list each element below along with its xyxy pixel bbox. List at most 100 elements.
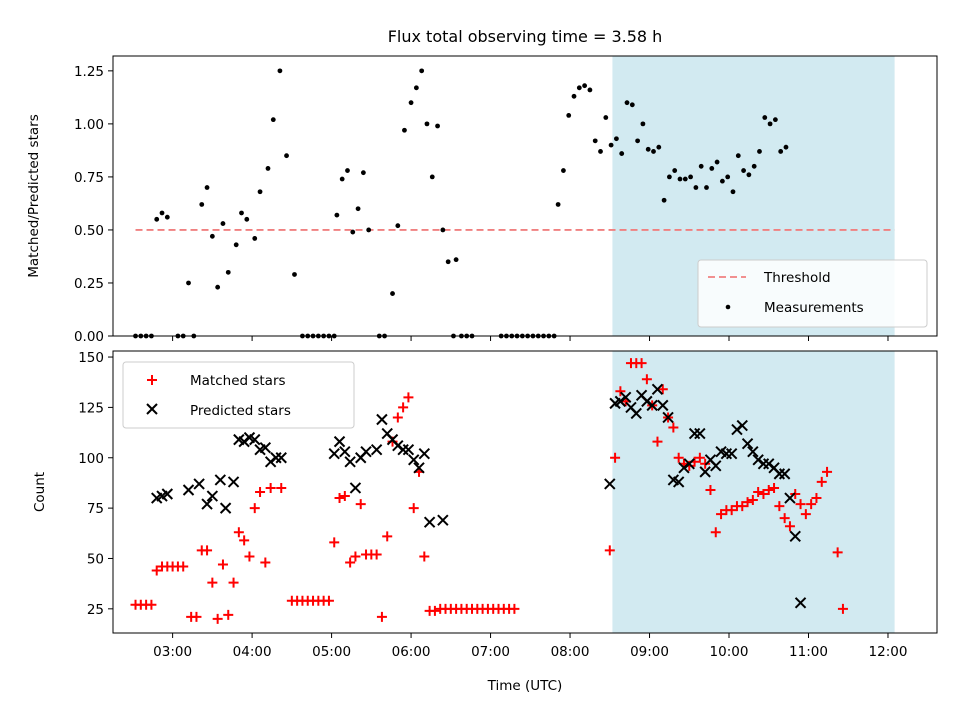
xtick-label: 10:00 — [710, 644, 749, 660]
matched-star-point — [239, 535, 250, 546]
legend-predicted-swatch — [146, 403, 158, 415]
measurement-point — [561, 168, 566, 173]
matched-star-point — [636, 358, 647, 369]
matched-star-point — [673, 452, 684, 463]
predicted-star-point — [413, 462, 425, 474]
matched-star-point — [610, 452, 621, 463]
matched-star-point — [657, 384, 668, 395]
measurement-point — [204, 185, 210, 190]
bottom-ytick-label: 100 — [78, 451, 104, 467]
predicted-star-point — [227, 476, 240, 488]
top-x-ticks — [172, 336, 889, 341]
measurement-point — [402, 127, 407, 133]
matched-star-point — [371, 549, 382, 560]
predicted-star-point — [193, 478, 205, 490]
matched-star-point — [615, 386, 626, 397]
matched-star-point — [753, 487, 764, 497]
predicted-star-point — [657, 399, 669, 412]
top-y-ticks: 0.00 0.25 0.50 0.75 1.00 1.25 — [74, 64, 113, 345]
predicted-star-point — [360, 446, 372, 458]
predicted-star-point — [423, 516, 436, 528]
matched-star-point — [392, 412, 403, 423]
predicted-star-point — [402, 443, 415, 456]
matched-star-point — [178, 561, 189, 572]
xtick-label: 04:00 — [233, 644, 272, 660]
matched-star-point — [822, 466, 833, 477]
matched-star-point — [774, 501, 785, 512]
xtick-label: 09:00 — [630, 644, 669, 660]
matched-star-point — [710, 527, 721, 538]
measurement-points — [133, 68, 789, 339]
measurement-point — [252, 236, 258, 241]
measurement-point — [783, 144, 789, 150]
measurement-point — [225, 269, 231, 275]
matched-star-point — [837, 603, 848, 614]
measurement-point — [390, 291, 395, 296]
measurement-point — [413, 85, 419, 91]
matched-star-point — [747, 495, 758, 506]
measurement-point — [635, 138, 641, 144]
measurement-point — [661, 197, 667, 203]
measurement-point — [746, 172, 752, 178]
matched-star-point — [350, 551, 361, 562]
measurement-point — [277, 68, 283, 74]
predicted-star-point — [344, 456, 356, 468]
matched-stars-points — [130, 358, 848, 624]
predicted-star-point — [206, 490, 219, 502]
measurement-point — [555, 202, 561, 207]
measurement-point — [265, 166, 271, 171]
xtick-label: 08:00 — [551, 644, 590, 660]
predicted-star-point — [694, 427, 706, 440]
measurement-point — [751, 163, 757, 169]
predicted-star-point — [408, 454, 420, 466]
matched-star-point — [146, 599, 157, 610]
measurement-point — [698, 163, 704, 169]
predicted-star-point — [646, 399, 658, 412]
matched-star-point — [191, 611, 202, 622]
measurement-point — [645, 146, 651, 152]
matched-star-point — [779, 513, 790, 524]
x-axis-label: Time (UTC) — [487, 678, 563, 694]
predicted-star-point — [370, 443, 383, 456]
matched-star-point — [345, 557, 356, 568]
matched-star-point — [604, 545, 615, 556]
matched-star-point — [233, 527, 244, 538]
measurement-point — [709, 166, 715, 171]
measurement-point — [257, 189, 263, 195]
matched-star-point — [355, 499, 366, 510]
predicted-star-point — [339, 446, 351, 458]
measurement-point — [587, 87, 593, 93]
matched-star-point — [207, 577, 218, 588]
bottom-y-ticks: 25 50 75 100 125 150 — [78, 350, 113, 618]
predicted-star-point — [201, 498, 213, 510]
predicted-star-point — [376, 413, 388, 426]
xtick-label: 11:00 — [789, 644, 828, 660]
matched-star-point — [408, 503, 419, 514]
predicted-star-point — [328, 448, 340, 460]
measurement-point — [603, 115, 609, 120]
matched-star-point — [398, 402, 409, 413]
matched-star-point — [429, 605, 440, 616]
predicted-star-point — [161, 488, 174, 500]
bottom-ytick-label: 125 — [78, 400, 104, 416]
measurement-point — [408, 100, 414, 106]
bottom-legend-box — [122, 361, 355, 429]
measurement-point — [767, 121, 773, 127]
bottom-x-ticks: 03:00 04:00 05:00 06:00 07:00 08:00 09:00 10:00… — [153, 633, 907, 660]
measurement-point — [429, 174, 435, 180]
matched-star-point — [806, 499, 817, 510]
matched-star-point — [641, 374, 652, 385]
measurement-point — [355, 206, 361, 212]
chart-title: Flux total observing time = 3.58 h — [388, 27, 663, 46]
xtick-label: 07:00 — [471, 644, 510, 660]
top-legend-box — [697, 259, 928, 328]
matched-star-point — [228, 577, 239, 588]
bottom-ytick-label: 150 — [78, 350, 104, 366]
legend-matched-label: Matched stars — [190, 373, 286, 389]
predicted-star-point — [349, 482, 362, 494]
measurement-point — [435, 123, 440, 129]
measurement-point — [284, 153, 289, 159]
matched-star-point — [249, 503, 260, 514]
measurement-point — [199, 202, 205, 207]
matched-star-point — [758, 489, 769, 500]
